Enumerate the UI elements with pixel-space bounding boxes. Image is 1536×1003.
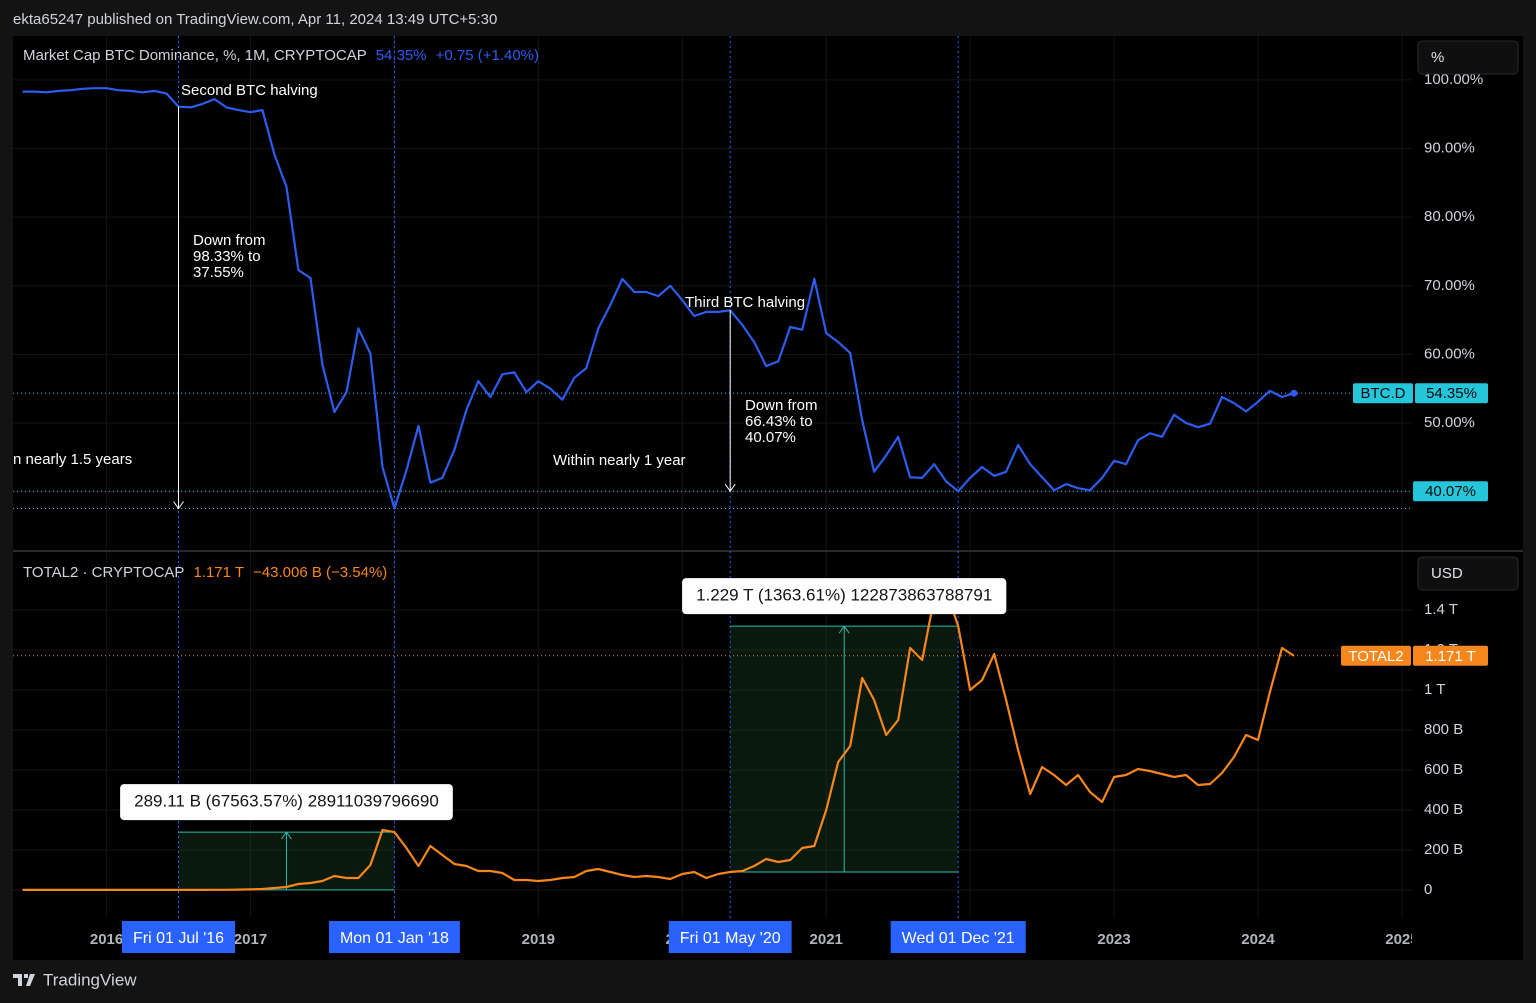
x-tick-label: 2023 <box>1097 931 1130 948</box>
x-tick-label: 2017 <box>234 931 267 948</box>
series-name-label: TOTAL2 <box>1348 648 1403 665</box>
annotation: 98.33% to <box>193 248 261 265</box>
measure-label-text: 1.229 T (1363.61%) 122873863788791 <box>696 586 992 605</box>
marker-label-box <box>668 921 792 953</box>
series-line <box>22 87 1295 510</box>
marker-label-box <box>121 921 236 953</box>
header-text: ekta65247 published on TradingView.com, … <box>13 11 497 28</box>
marker-label-box <box>890 921 1026 953</box>
footer-logo <box>13 974 35 986</box>
last-value-label-box <box>1413 645 1488 666</box>
legend-title: Market Cap BTC Dominance, %, 1M, CRYPTOC… <box>23 47 367 64</box>
legend: Market Cap BTC Dominance, %, 1M, CRYPTOC… <box>23 47 539 64</box>
annotation: Down from <box>745 397 818 414</box>
measure-label-text: 289.11 B (67563.57%) 28911039796690 <box>134 792 439 811</box>
legend-change: −43.006 B (−3.54%) <box>253 564 387 581</box>
marker-label: Fri 01 May '20 <box>680 930 781 947</box>
y-tick-label: 1.4 T <box>1424 601 1458 618</box>
annotation: Within nearly 1 year <box>553 452 686 469</box>
x-tick-label: 2021 <box>810 931 843 948</box>
last-value-label: 54.35% <box>1426 385 1477 402</box>
price-scale-corner <box>1412 920 1523 960</box>
annotation: n nearly 1.5 years <box>13 451 132 468</box>
marker-label: Wed 01 Dec '21 <box>902 930 1015 947</box>
y-tick-label: 90.00% <box>1424 140 1475 157</box>
y-tick-label: 0 <box>1424 881 1432 898</box>
y-tick-label: 50.00% <box>1424 414 1475 431</box>
y-tick-label: 400 B <box>1424 801 1463 818</box>
annotation: 66.43% to <box>745 413 813 430</box>
logo-icon <box>13 974 35 986</box>
series-name-label-box <box>1341 645 1411 666</box>
legend-change: +0.75 (+1.40%) <box>436 47 539 64</box>
series-name-label-box <box>1353 383 1413 404</box>
y-tick-label: 60.00% <box>1424 345 1475 362</box>
y-tick-label: 80.00% <box>1424 208 1475 225</box>
legend-value: 1.171 T <box>193 564 244 581</box>
y-tick-label: 70.00% <box>1424 277 1475 294</box>
series-line <box>22 588 1295 891</box>
annotation: Third BTC halving <box>685 294 805 311</box>
legend: TOTAL2 · CRYPTOCAP 1.171 T −43.006 B (−3.5… <box>23 564 387 581</box>
last-value-label-box <box>1415 383 1488 404</box>
scale-button-label: USD <box>1431 565 1463 582</box>
annotation-arrowhead <box>724 483 736 493</box>
marker-label: Fri 01 Jul '16 <box>133 930 224 947</box>
annotation: 40.07% <box>745 429 796 446</box>
measure-label-box <box>120 784 453 821</box>
measure-label-box <box>682 578 1007 615</box>
footer-brand: TradingView <box>43 970 137 989</box>
last-value-label: 1.171 T <box>1425 648 1476 665</box>
measure-arrowhead <box>838 625 850 634</box>
scale-button[interactable] <box>1417 556 1519 591</box>
marker-label: Mon 01 Jan '18 <box>340 930 449 947</box>
x-tick-label: 2016 <box>90 931 123 948</box>
price-line-label: 40.07% <box>1425 483 1476 500</box>
last-point <box>1290 389 1298 397</box>
annotation: 37.55% <box>193 264 244 281</box>
y-tick-label: 100.00% <box>1424 71 1483 88</box>
x-tick-label: 2019 <box>522 931 555 948</box>
x-tick-label: 2024 <box>1241 931 1275 948</box>
annotation: Down from <box>193 232 266 249</box>
measure-label: 289.11 B (67563.57%) 28911039796690 <box>120 784 453 821</box>
scale-button[interactable] <box>1417 40 1519 75</box>
price-line-label-box <box>1413 481 1488 502</box>
series-name-label: BTC.D <box>1361 385 1406 402</box>
y-tick-label: 200 B <box>1424 841 1463 858</box>
measure-label: 1.229 T (1363.61%) 122873863788791 <box>682 578 1007 615</box>
legend-title: TOTAL2 · CRYPTOCAP <box>23 564 184 581</box>
y-tick-label: 1 T <box>1424 681 1445 698</box>
annotation: Second BTC halving <box>181 82 318 99</box>
y-tick-label: 800 B <box>1424 721 1463 738</box>
legend-value: 54.35% <box>376 47 427 64</box>
marker-label-box <box>328 921 460 953</box>
y-tick-label: 600 B <box>1424 761 1463 778</box>
measure-arrowhead <box>281 831 292 840</box>
scale-button-label: % <box>1431 49 1444 66</box>
annotation-arrowhead <box>173 501 184 510</box>
x-tick-label: 2025 <box>1385 931 1418 948</box>
